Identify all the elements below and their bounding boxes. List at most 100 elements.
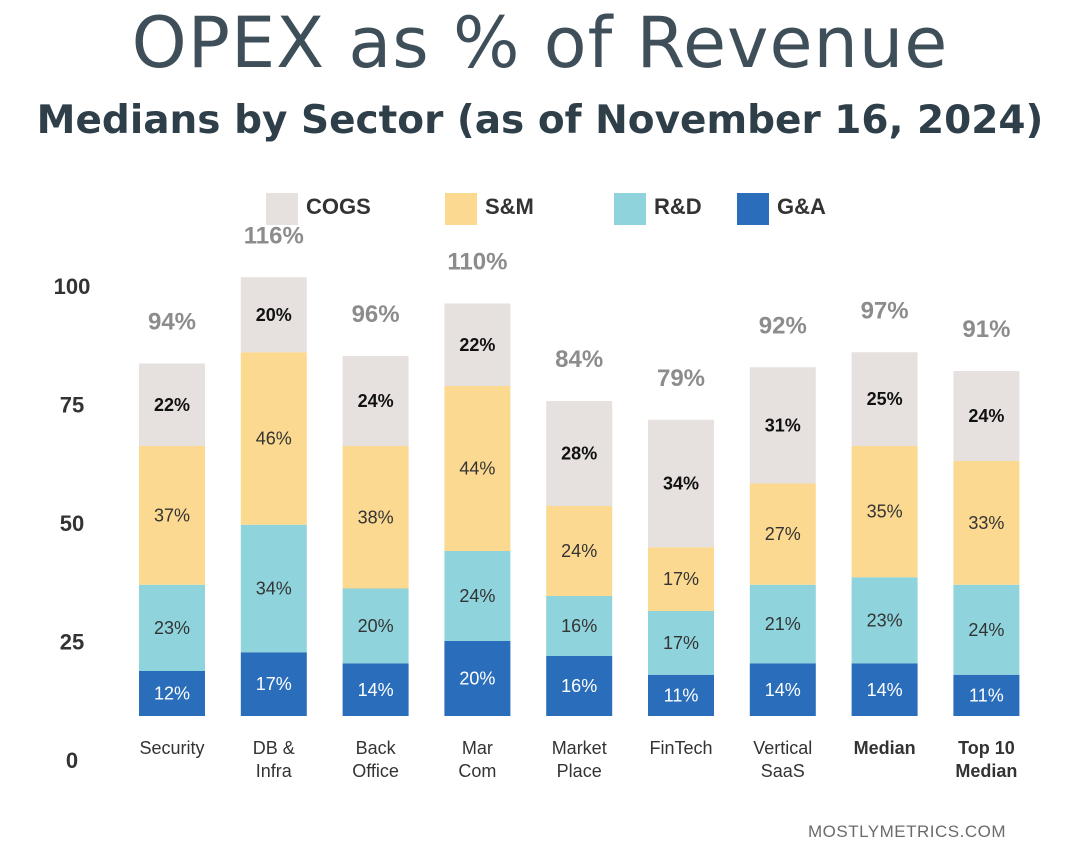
bar-segment-cogs-market-place	[546, 401, 613, 506]
bar-segment-s-m-back-office	[342, 446, 409, 589]
bar-total-top-10-median: 91%	[962, 316, 1010, 343]
bar-segment-g-a-back-office	[342, 663, 409, 716]
category-label-mar-com-line-2: Com	[458, 761, 496, 781]
bar-label-g-a-top-10-median: 11%	[969, 685, 1004, 705]
y-tick-label-100: 100	[54, 274, 91, 299]
bar-segment-g-a-market-place	[546, 656, 613, 716]
bar-label-cogs-market-place: 28%	[561, 444, 597, 464]
category-label-back-office-line-2: Office	[352, 761, 399, 781]
chart-legend: COGS S&M R&D G&A	[0, 190, 1080, 226]
bar-label-r-d-vertical-saas: 21%	[765, 614, 801, 634]
bar-total-mar-com: 110%	[447, 249, 507, 276]
bar-segment-g-a-median	[851, 663, 918, 716]
bar-label-g-a-security: 12%	[154, 684, 190, 704]
bar-label-r-d-top-10-median: 24%	[968, 620, 1004, 640]
bar-total-fintech: 79%	[657, 365, 705, 392]
category-label-market-place-line-1: Market	[552, 738, 607, 758]
category-label-db-infra-line-2: Infra	[256, 761, 293, 781]
bar-label-s-m-security: 37%	[154, 505, 190, 525]
bar-segment-r-d-mar-com	[444, 551, 511, 641]
bar-segment-r-d-vertical-saas	[749, 584, 816, 664]
bar-segment-g-a-fintech	[648, 674, 714, 716]
bar-total-median: 97%	[861, 297, 909, 324]
bar-label-cogs-median: 25%	[867, 389, 903, 409]
bar-segment-cogs-top-10-median	[953, 371, 1020, 461]
bar-label-g-a-fintech: 11%	[664, 685, 699, 705]
bar-label-s-m-top-10-median: 33%	[968, 513, 1004, 533]
legend-label-sm: S&M	[485, 194, 534, 219]
legend-swatch-cogs	[266, 193, 298, 225]
bar-label-g-a-db-infra: 17%	[256, 674, 292, 694]
bar-label-cogs-top-10-median: 24%	[968, 406, 1004, 426]
y-tick-label-75: 75	[60, 393, 84, 418]
bar-total-security: 94%	[148, 309, 196, 336]
bar-label-r-d-mar-com: 24%	[459, 586, 495, 606]
bar-label-g-a-vertical-saas: 14%	[765, 680, 801, 700]
bar-label-r-d-security: 23%	[154, 618, 190, 638]
bar-label-s-m-market-place: 24%	[561, 541, 597, 561]
bar-label-s-m-db-infra: 46%	[256, 429, 292, 449]
source-credit: MOSTLYMETRICS.COM	[807, 822, 1006, 841]
bar-segment-r-d-back-office	[342, 588, 409, 664]
bar-label-s-m-back-office: 38%	[358, 507, 394, 527]
bar-label-s-m-fintech: 17%	[663, 569, 699, 589]
legend-label-cogs: COGS	[306, 194, 371, 219]
legend-label-rd: R&D	[654, 194, 702, 219]
bar-segment-s-m-median	[851, 446, 918, 578]
bar-label-g-a-median: 14%	[867, 680, 903, 700]
y-tick-label-0: 0	[66, 748, 78, 773]
bar-segment-cogs-mar-com	[444, 303, 511, 386]
bar-label-cogs-vertical-saas: 31%	[765, 415, 801, 435]
y-tick-label-50: 50	[60, 511, 84, 536]
category-label-fintech: FinTech	[649, 738, 712, 758]
bar-label-r-d-market-place: 16%	[561, 616, 597, 636]
bar-label-cogs-back-office: 24%	[358, 391, 394, 411]
bar-total-back-office: 96%	[352, 301, 400, 328]
category-label-mar-com-line-1: Mar	[462, 738, 493, 758]
bar-segment-s-m-market-place	[546, 506, 613, 596]
bar-total-market-place: 84%	[555, 346, 603, 373]
chart-subtitle: Medians by Sector (as of November 16, 20…	[36, 98, 1044, 143]
category-label-market-place-line-2: Place	[557, 761, 602, 781]
bar-segment-r-d-db-infra	[240, 524, 307, 653]
bar-segment-r-d-market-place	[546, 596, 613, 656]
category-label-top-10-median-line-1: Top 10	[958, 738, 1015, 758]
bar-label-cogs-fintech: 34%	[663, 474, 699, 494]
y-tick-label-25: 25	[60, 630, 84, 655]
category-label-median: Median	[854, 738, 916, 758]
bar-total-vertical-saas: 92%	[759, 312, 807, 339]
bar-segment-s-m-fintech	[648, 547, 714, 611]
bar-segment-g-a-db-infra	[240, 652, 307, 716]
bar-segment-s-m-db-infra	[240, 352, 307, 525]
bar-label-s-m-mar-com: 44%	[459, 459, 495, 479]
bar-segment-s-m-mar-com	[444, 386, 511, 551]
bar-segment-s-m-top-10-median	[953, 461, 1020, 585]
bar-segment-r-d-median	[851, 577, 918, 664]
bar-label-g-a-market-place: 16%	[561, 676, 597, 696]
category-label-security: Security	[139, 738, 204, 758]
bar-label-r-d-db-infra: 34%	[256, 579, 292, 599]
bar-segment-cogs-db-infra	[240, 277, 307, 353]
bar-label-r-d-fintech: 17%	[663, 633, 699, 653]
bar-label-r-d-median: 23%	[867, 610, 903, 630]
legend-swatch-sm	[445, 193, 477, 225]
bar-segment-cogs-fintech	[648, 419, 714, 548]
bar-segment-g-a-security	[139, 671, 205, 716]
chart-title: OPEX as % of Revenue	[131, 2, 949, 84]
category-label-vertical-saas-line-2: SaaS	[761, 761, 805, 781]
bar-label-s-m-median: 35%	[867, 502, 903, 522]
bar-segment-cogs-vertical-saas	[749, 367, 816, 484]
bar-segment-r-d-fintech	[648, 611, 714, 675]
legend-swatch-ga	[737, 193, 769, 225]
bar-label-cogs-security: 22%	[154, 395, 190, 415]
bar-total-db-infra: 116%	[244, 222, 304, 249]
bar-segment-g-a-top-10-median	[953, 674, 1020, 716]
bar-label-s-m-vertical-saas: 27%	[765, 524, 801, 544]
category-label-db-infra-line-1: DB &	[253, 738, 295, 758]
bar-segment-s-m-security	[139, 446, 205, 585]
bar-segment-g-a-mar-com	[444, 641, 511, 716]
category-label-top-10-median-line-2: Median	[955, 761, 1017, 781]
legend-label-ga: G&A	[777, 194, 826, 219]
legend-swatch-rd	[614, 193, 646, 225]
